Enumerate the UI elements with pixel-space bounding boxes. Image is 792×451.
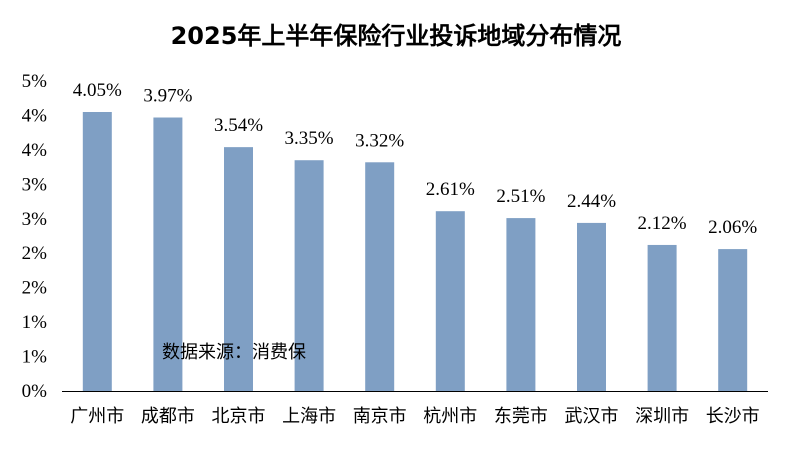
x-tick-label: 北京市 (212, 406, 266, 427)
x-tick-label: 长沙市 (706, 406, 760, 427)
x-tick-label: 南京市 (353, 406, 407, 427)
source-annotation: 数据来源：消费保 (162, 342, 306, 363)
x-tick-label: 成都市 (141, 406, 195, 427)
bar (294, 160, 324, 391)
bar (153, 117, 183, 391)
bars (82, 112, 748, 391)
data-label: 2.06% (708, 217, 757, 238)
bar (577, 222, 606, 391)
y-axis-ticks: 0% 1% 1% 2% 2% 3% 3% 4% 4% 5% (22, 71, 48, 402)
y-tick-label: 5% (22, 71, 48, 92)
y-tick-label: 1% (22, 347, 48, 368)
y-tick-label: 2% (22, 243, 48, 264)
x-tick-label: 杭州市 (423, 406, 477, 427)
data-label: 3.97% (143, 86, 192, 107)
bar (647, 244, 677, 391)
bar (365, 162, 395, 391)
x-tick-label: 上海市 (282, 406, 336, 427)
y-tick-label: 1% (22, 312, 48, 333)
data-label: 4.05% (73, 80, 122, 101)
x-tick-label: 深圳市 (635, 406, 689, 427)
x-axis-categories: 广州市 成都市 北京市 上海市 南京市 杭州市 东莞市 武汉市 深圳市 长沙市 (70, 406, 759, 427)
bar (82, 112, 112, 391)
data-label: 3.35% (285, 128, 334, 149)
data-labels: 4.05% 3.97% 3.54% 3.35% 3.32% 2.61% 2.51% 2.44%… (73, 80, 758, 238)
y-tick-label: 0% (22, 381, 48, 402)
data-label: 2.44% (567, 191, 616, 212)
y-tick-label: 4% (22, 140, 48, 161)
bar (718, 249, 748, 391)
data-label: 2.12% (638, 213, 687, 234)
data-label: 2.51% (496, 186, 545, 207)
data-label: 3.54% (214, 115, 263, 136)
chart-title: 2025年上半年保险行业投诉地域分布情况 (171, 22, 622, 50)
y-tick-label: 3% (22, 174, 48, 195)
data-label: 3.32% (355, 130, 404, 151)
x-tick-label: 广州市 (70, 406, 124, 427)
data-label: 2.61% (426, 179, 475, 200)
bar (506, 218, 536, 391)
bar (435, 211, 465, 391)
y-tick-label: 3% (22, 209, 48, 230)
y-tick-label: 4% (22, 105, 48, 126)
bar (224, 147, 253, 391)
x-tick-label: 东莞市 (494, 406, 548, 427)
y-tick-label: 2% (22, 278, 48, 299)
x-tick-label: 武汉市 (565, 406, 619, 427)
